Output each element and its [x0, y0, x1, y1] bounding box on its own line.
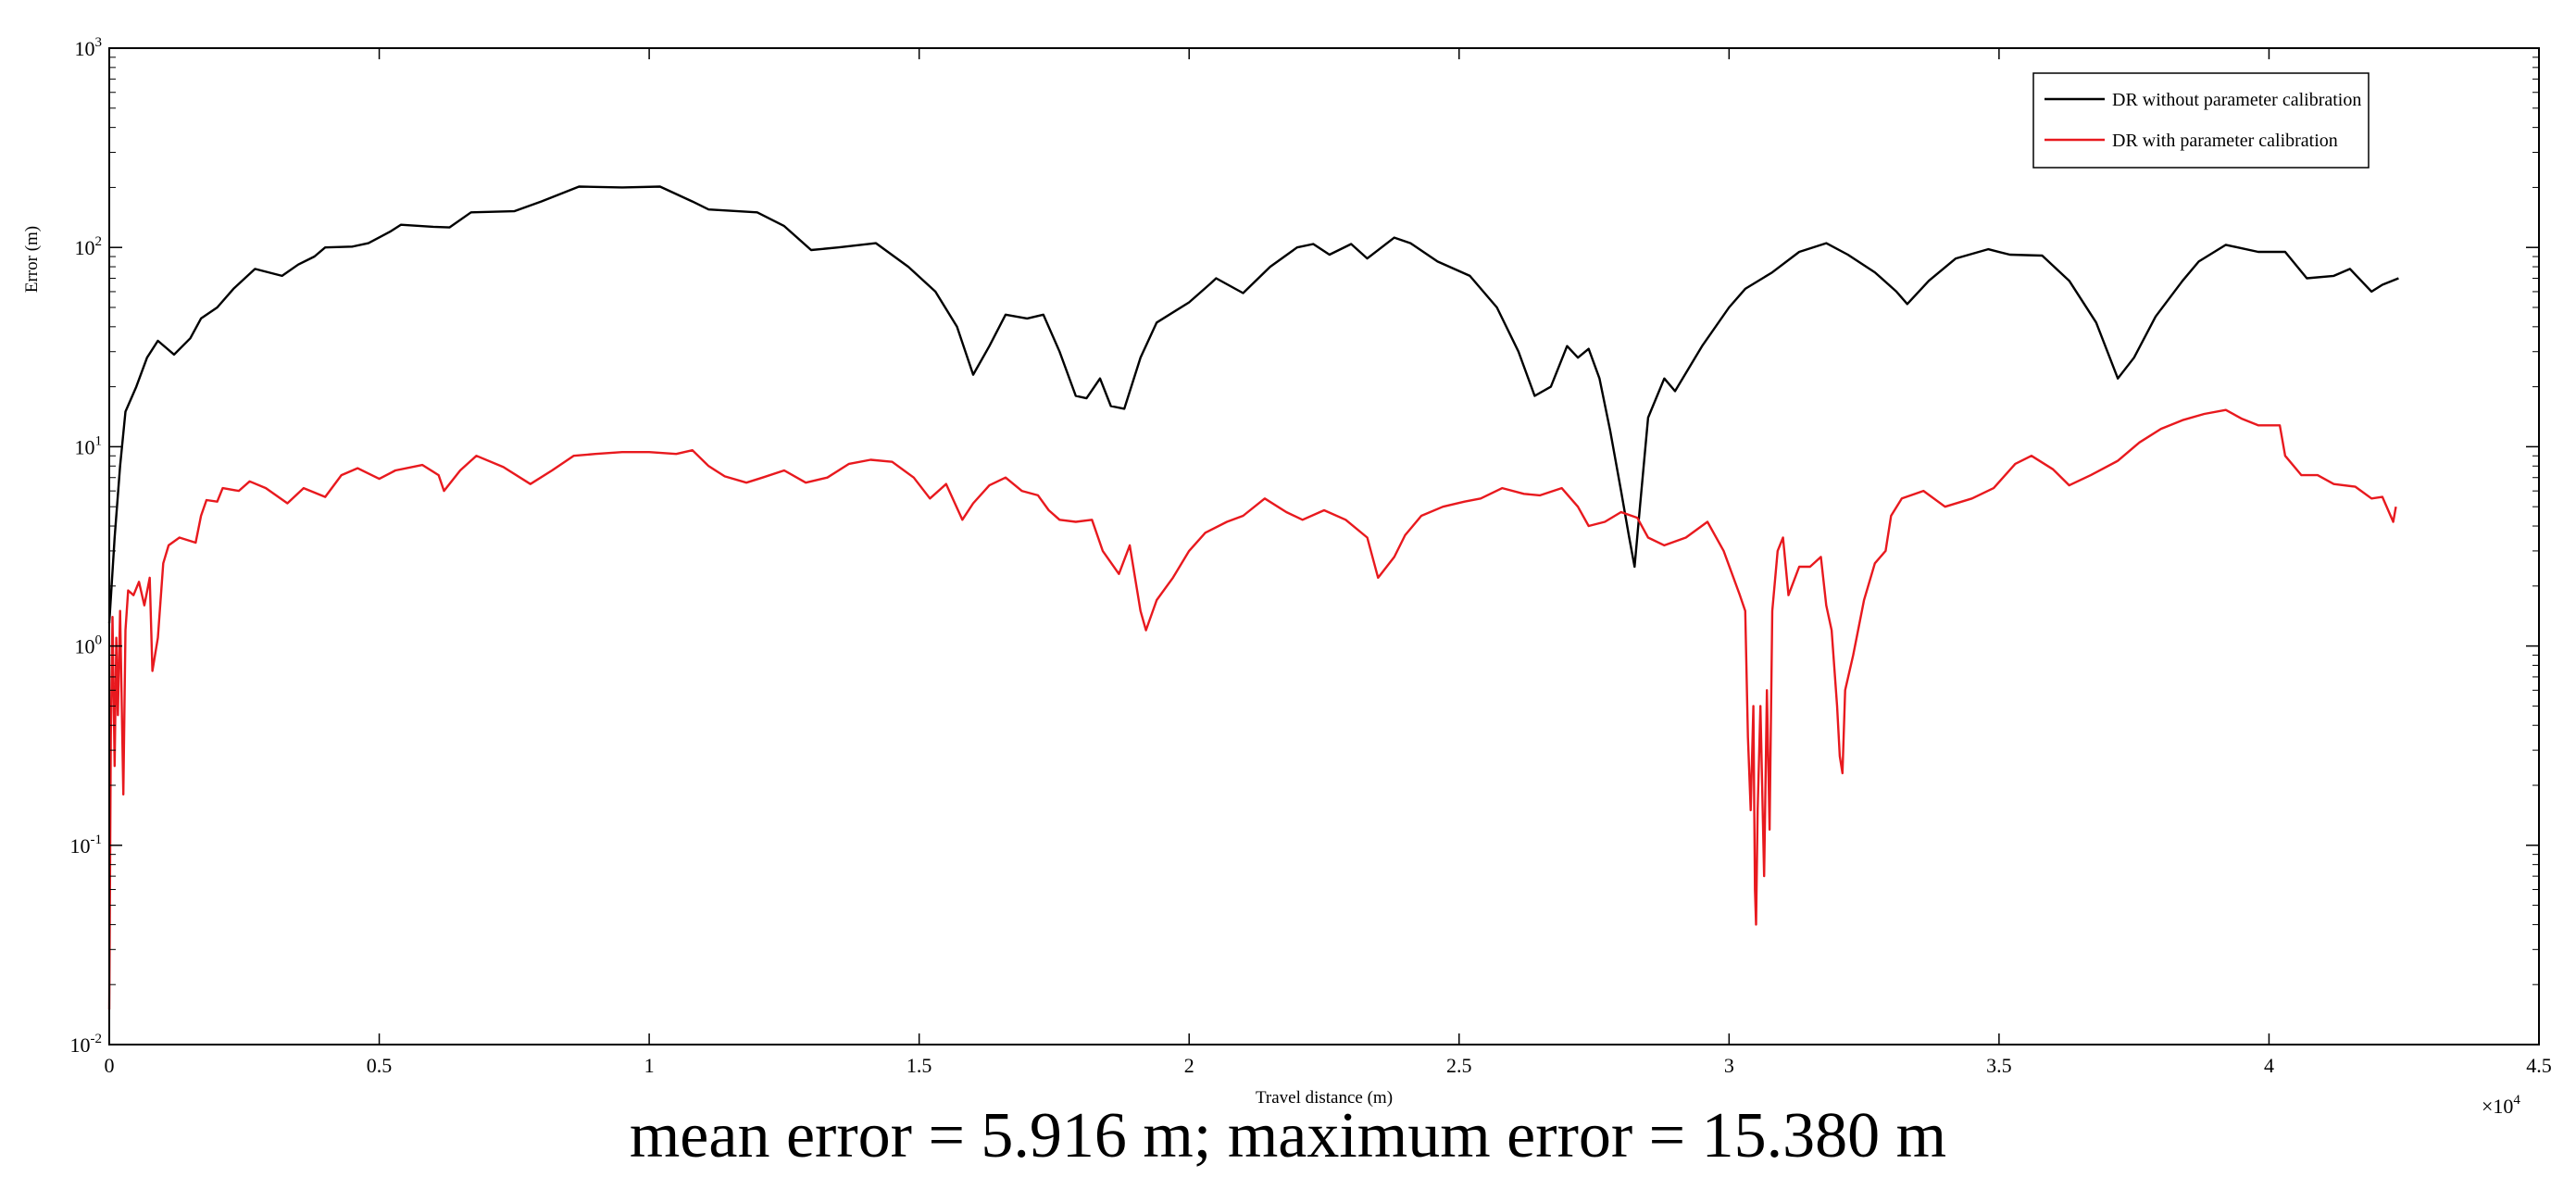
legend-label-with-calibration: DR with parameter calibration: [2112, 131, 2338, 151]
legend-box: [2032, 72, 2370, 169]
error-summary-caption: mean error = 5.916 m; maximum error = 15…: [629, 1100, 1947, 1171]
x-tick-label: 3: [1724, 1054, 1734, 1077]
series-line-with-calibration: [107, 408, 2397, 1010]
x-tick-label: 4: [2264, 1054, 2274, 1077]
y-tick-label: 102: [75, 234, 103, 259]
y-tick-label: 10-2: [70, 1032, 103, 1057]
series-line-without-calibration: [107, 185, 2399, 624]
x-tick-label: 2.5: [1446, 1054, 1472, 1077]
x-tick-label: 1.5: [907, 1054, 932, 1077]
y-tick-label: 103: [75, 35, 103, 60]
plot-background: [109, 48, 2539, 1045]
x-tick-label: 1: [644, 1054, 655, 1077]
legend-label-without-calibration: DR without parameter calibration: [2112, 90, 2361, 110]
plot-frame: [108, 47, 2540, 1045]
y-tick-label: 101: [75, 433, 103, 458]
y-tick-label: 10-1: [70, 833, 103, 858]
y-axis-label: Error (m): [22, 226, 42, 293]
x-tick-label: 0.5: [367, 1054, 393, 1077]
x-tick-label: 3.5: [1986, 1054, 2012, 1077]
tick-layer: 0 0.5 1 1.5 2 2.5 3 3.5 4 4.5 10-2 10-1 100 101 102 103: [70, 35, 2552, 1077]
x-axis-multiplier: ×104: [2482, 1093, 2520, 1118]
y-tick-label: 100: [75, 633, 103, 658]
legend: DR without parameter calibration DR with…: [2032, 72, 2370, 169]
series-layer: [107, 185, 2399, 1010]
x-tick-label: 4.5: [2526, 1054, 2552, 1077]
x-tick-label: 0: [105, 1054, 115, 1077]
x-tick-label: 2: [1184, 1054, 1194, 1077]
x-axis-label: Travel distance (m): [1256, 1088, 1393, 1108]
